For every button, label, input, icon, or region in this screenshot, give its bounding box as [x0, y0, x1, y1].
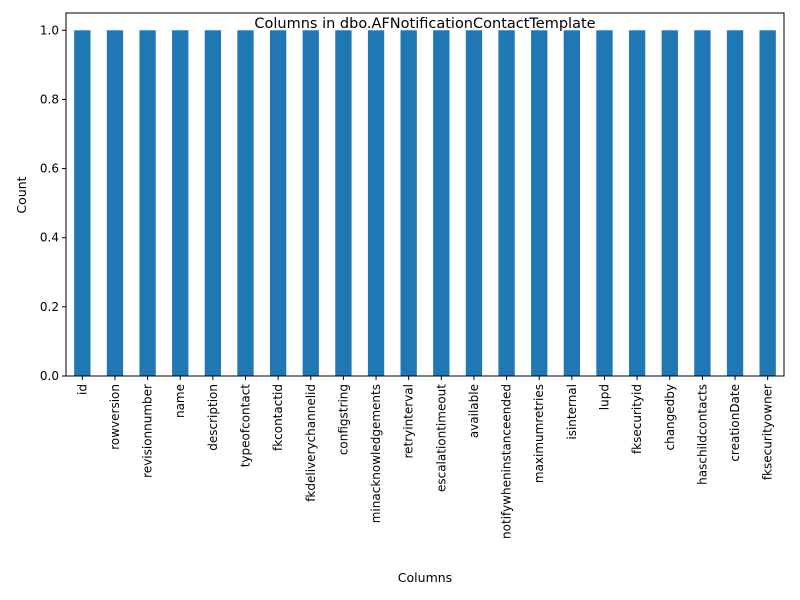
bar-rowversion: [106, 30, 124, 377]
x-tick-label: creationDate: [728, 384, 742, 462]
bar-fkdeliverychannelid: [302, 30, 319, 377]
bar-notifywheninstanceended: [498, 30, 515, 377]
x-tick-label: id: [75, 384, 89, 395]
y-tick-label: 0.8: [40, 92, 59, 106]
bar-minacknowledgements: [367, 30, 385, 377]
x-tick-label: changedby: [663, 384, 677, 451]
x-tick-label: notifywheninstanceended: [500, 384, 514, 539]
bar-changedby: [661, 30, 678, 377]
chart-title: Columns in dbo.AFNotificationContactTemp…: [254, 16, 595, 32]
x-tick-label: minacknowledgements: [369, 384, 383, 523]
x-tick-label: retryinterval: [402, 384, 416, 459]
bar-isinternal: [563, 30, 581, 377]
bar-name: [172, 30, 189, 377]
y-tick-label: 0.0: [40, 369, 59, 383]
y-tick-label: 1.0: [40, 23, 59, 37]
x-tick-label: maximumretries: [532, 384, 546, 483]
bar-lupd: [596, 30, 613, 377]
x-axis: id rowversion revisionnumber name descriptio…: [75, 376, 775, 539]
x-tick-label: isinternal: [565, 384, 579, 440]
x-tick-label: fkcontactid: [271, 384, 285, 451]
bar-maximumretries: [531, 30, 548, 377]
bar-fksecurityowner: [759, 30, 776, 377]
bar-escalationtimeout: [433, 30, 450, 377]
bar-description: [204, 30, 222, 377]
plot-frame: [65, 12, 785, 377]
x-tick-label: fksecurityowner: [761, 384, 775, 480]
bar-revisionnumber: [139, 30, 156, 377]
bar-retryinterval: [400, 30, 417, 377]
y-axis: 0.0 0.2 0.4 0.6 0.8 1.0: [40, 23, 66, 383]
bars-group: [74, 30, 776, 377]
bar-available: [465, 30, 483, 377]
x-axis-label: Columns: [398, 570, 452, 585]
x-tick-label: configstring: [336, 384, 350, 455]
y-tick-label: 0.2: [40, 300, 59, 314]
bar-configstring: [335, 30, 352, 377]
x-tick-label: name: [173, 384, 187, 418]
x-tick-label: fksecurityid: [630, 384, 644, 454]
x-tick-label: available: [467, 384, 481, 438]
bar-creationDate: [726, 30, 744, 377]
x-tick-label: lupd: [598, 384, 612, 410]
y-tick-label: 0.4: [40, 231, 59, 245]
y-axis-label: Count: [14, 176, 29, 213]
bar-id: [74, 30, 91, 377]
bar-fkcontactid: [269, 30, 287, 377]
x-tick-label: escalationtimeout: [434, 384, 448, 492]
y-tick-label: 0.6: [40, 162, 59, 176]
x-tick-label: description: [206, 384, 220, 451]
x-tick-label: rowversion: [108, 384, 122, 450]
x-tick-label: haschildcontacts: [695, 384, 709, 485]
bar-typeofcontact: [237, 30, 254, 377]
bar-fksecurityid: [628, 30, 646, 377]
x-tick-label: fkdeliverychannelid: [304, 384, 318, 502]
x-tick-label: typeofcontact: [239, 384, 253, 468]
bar-haschildcontacts: [694, 30, 711, 377]
x-tick-label: revisionnumber: [141, 384, 155, 478]
